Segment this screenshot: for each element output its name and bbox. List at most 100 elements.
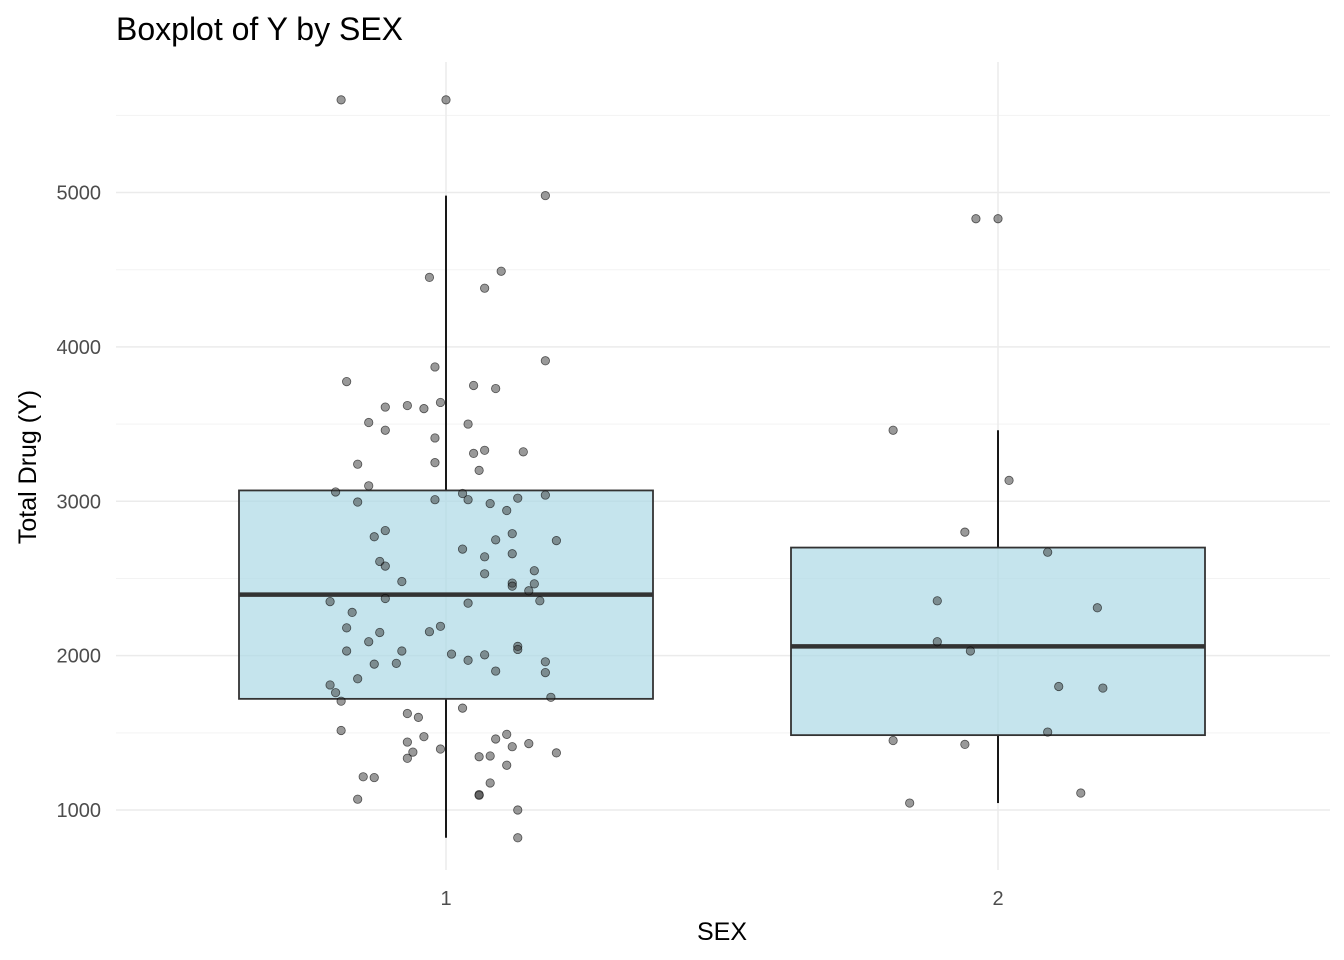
data-point <box>380 525 390 536</box>
data-point <box>546 692 556 702</box>
data-point <box>380 561 390 571</box>
data-point <box>474 752 484 762</box>
data-point <box>480 445 490 455</box>
data-point <box>457 488 468 499</box>
data-point <box>540 668 550 678</box>
data-point <box>468 380 479 391</box>
data-point <box>435 397 446 408</box>
data-point <box>468 448 479 458</box>
data-point <box>480 283 490 293</box>
data-point <box>529 566 539 576</box>
data-point <box>551 748 562 758</box>
data-point <box>463 495 473 505</box>
data-point <box>330 688 341 698</box>
boxes <box>238 195 1206 838</box>
data-point <box>535 596 545 606</box>
data-point <box>485 498 495 509</box>
data-point <box>507 529 517 539</box>
data-point <box>364 637 374 647</box>
data-point <box>491 383 501 394</box>
data-point <box>480 552 490 562</box>
data-point <box>905 798 915 808</box>
data-point <box>369 772 379 783</box>
data-point <box>380 593 390 604</box>
data-point <box>342 377 352 387</box>
y-tick-label: 3000 <box>57 491 102 513</box>
data-point <box>965 646 976 656</box>
data-point <box>424 272 435 283</box>
data-point <box>513 833 523 843</box>
data-point <box>540 190 550 201</box>
data-point <box>430 433 440 443</box>
data-point <box>502 505 512 516</box>
data-point <box>1098 683 1108 693</box>
data-point <box>430 458 440 468</box>
data-point <box>502 729 512 739</box>
x-tick-label: 1 <box>440 888 451 910</box>
data-point <box>364 417 374 428</box>
data-point <box>419 404 429 414</box>
data-point <box>1043 547 1053 557</box>
data-point <box>380 425 390 435</box>
data-point <box>1076 788 1086 798</box>
data-point <box>463 655 473 665</box>
data-point <box>513 493 523 503</box>
data-point <box>463 598 473 608</box>
data-point <box>1004 475 1014 486</box>
data-point <box>358 772 368 782</box>
data-point <box>369 532 379 542</box>
data-point <box>408 747 418 757</box>
data-point <box>540 356 550 366</box>
data-point <box>474 790 484 800</box>
data-point <box>960 739 970 749</box>
x-axis-title: SEX <box>697 918 747 946</box>
data-point <box>446 649 457 659</box>
data-point <box>529 579 539 589</box>
data-point <box>430 362 440 372</box>
y-tick-label: 4000 <box>57 337 102 359</box>
data-point <box>430 495 440 505</box>
data-point <box>402 737 412 747</box>
data-point <box>435 621 446 631</box>
data-point <box>496 266 506 276</box>
x-tick-label: 2 <box>992 888 1003 910</box>
data-point <box>480 650 490 660</box>
data-point <box>342 623 352 633</box>
data-point <box>888 735 898 746</box>
data-point <box>342 646 352 656</box>
data-point <box>524 739 534 749</box>
data-point <box>485 751 495 761</box>
data-point <box>424 627 435 637</box>
y-tick-label: 2000 <box>57 646 102 668</box>
data-point <box>524 586 534 596</box>
major-gridlines <box>116 62 1330 870</box>
y-tick-label: 5000 <box>57 183 102 205</box>
data-point <box>457 703 468 713</box>
data-point <box>336 95 346 105</box>
data-point <box>397 576 407 587</box>
data-point <box>441 95 451 105</box>
box-group-1 <box>238 195 654 838</box>
data-point <box>480 569 490 579</box>
data-point <box>364 481 374 491</box>
y-tick-labels: 1000 2000 3000 4000 5000 <box>57 183 102 823</box>
data-point <box>353 674 363 684</box>
box-group-2 <box>790 430 1206 804</box>
data-point <box>325 596 335 607</box>
data-point <box>380 402 390 412</box>
data-point <box>1054 681 1064 692</box>
data-point <box>353 459 363 469</box>
data-point <box>932 637 942 647</box>
data-point <box>491 734 501 744</box>
data-point <box>336 725 346 736</box>
data-point <box>375 627 385 638</box>
data-point <box>463 419 473 429</box>
data-point <box>413 712 423 722</box>
jitter-points <box>325 95 1108 843</box>
data-point <box>1043 727 1053 737</box>
y-axis-title: Total Drug (Y) <box>14 390 42 544</box>
data-point <box>960 527 970 537</box>
data-point <box>336 696 346 706</box>
data-point <box>993 214 1003 224</box>
